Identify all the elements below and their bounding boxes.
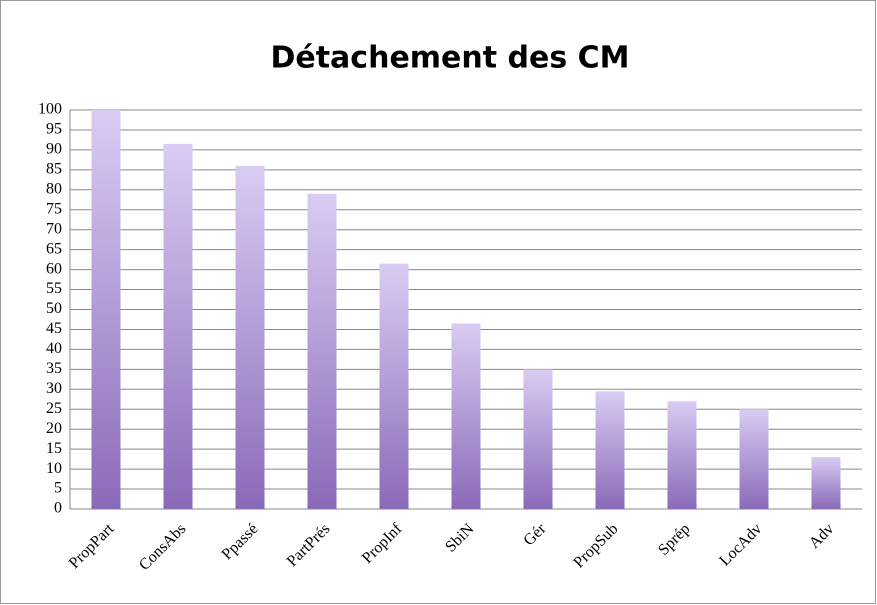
bar [451, 323, 481, 509]
y-tick-label: 95 [46, 121, 62, 138]
y-tick-label: 65 [46, 240, 62, 257]
y-tick-label: 30 [46, 380, 62, 397]
y-tick-label: 70 [46, 220, 62, 237]
y-tick-label: 20 [46, 420, 62, 437]
y-tick-label: 50 [46, 300, 62, 317]
bar [811, 457, 841, 509]
y-tick-label: 85 [46, 161, 62, 178]
bar [739, 409, 769, 509]
bar [91, 110, 121, 509]
y-tick-label: 40 [46, 340, 62, 357]
bar [379, 263, 409, 509]
bar [235, 165, 265, 510]
y-tick-label: 100 [38, 101, 62, 118]
y-tick-label: 90 [46, 141, 62, 158]
bar [163, 143, 193, 510]
bar [523, 369, 553, 509]
y-tick-label: 25 [46, 400, 62, 417]
y-tick-label: 60 [46, 260, 62, 277]
bar [595, 391, 625, 509]
chart-title: Détachement des CM [270, 41, 629, 76]
y-tick-label: 75 [46, 200, 62, 217]
y-tick-label: 15 [46, 440, 62, 457]
y-tick-label: 35 [46, 360, 62, 377]
bar [667, 401, 697, 509]
y-tick-label: 5 [54, 480, 62, 497]
y-tick-label: 45 [46, 320, 62, 337]
y-tick-label: 80 [46, 180, 62, 197]
y-tick-label: 10 [46, 460, 62, 477]
y-tick-label: 0 [54, 500, 62, 517]
bar [307, 193, 337, 510]
y-tick-label: 55 [46, 280, 62, 297]
